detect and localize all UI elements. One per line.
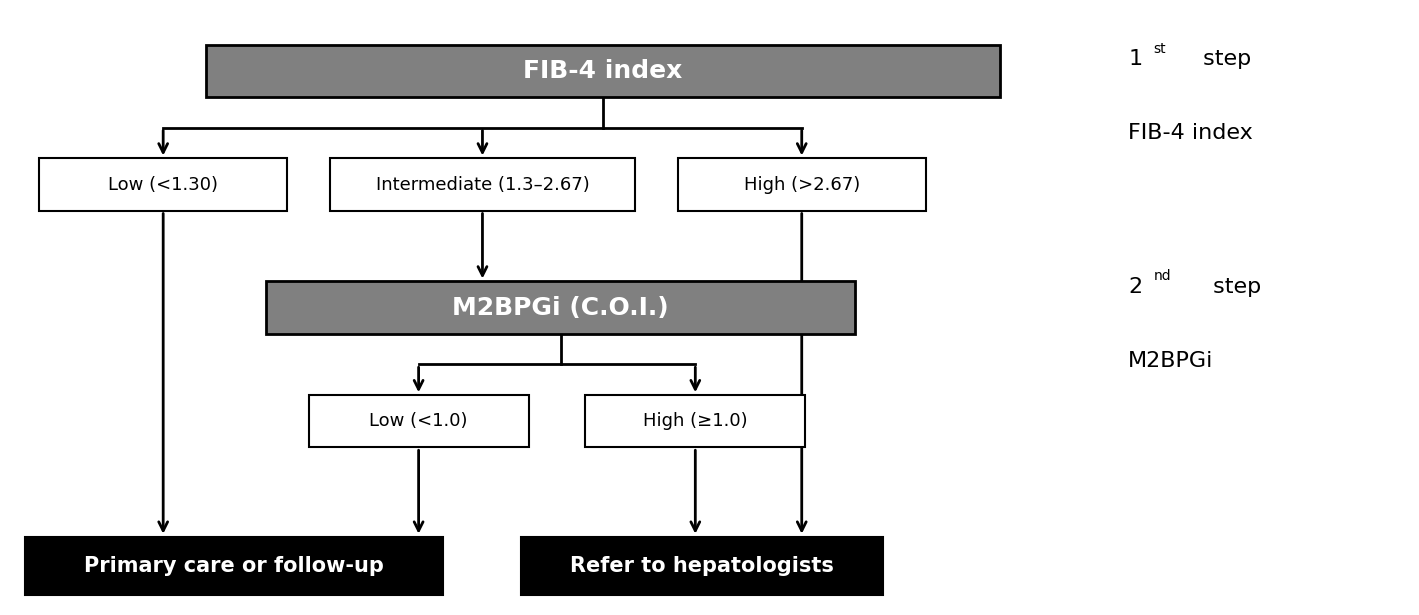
Bar xyxy=(308,395,528,448)
Text: nd: nd xyxy=(1154,269,1171,284)
Text: M2BPGi (C.O.I.): M2BPGi (C.O.I.) xyxy=(453,295,668,320)
Bar xyxy=(26,536,443,595)
Text: High (>2.67): High (>2.67) xyxy=(744,175,860,194)
Text: 2: 2 xyxy=(1128,277,1142,297)
Bar xyxy=(40,159,287,210)
Text: FIB-4 index: FIB-4 index xyxy=(1128,123,1253,143)
Bar xyxy=(677,159,925,210)
Text: Low (<1.0): Low (<1.0) xyxy=(369,412,468,430)
Text: step: step xyxy=(1206,277,1261,297)
Text: Low (<1.30): Low (<1.30) xyxy=(108,175,219,194)
Text: step: step xyxy=(1196,49,1252,69)
Text: 1: 1 xyxy=(1128,49,1142,69)
Text: High (≥1.0): High (≥1.0) xyxy=(643,412,748,430)
Bar xyxy=(267,282,856,333)
Text: Intermediate (1.3–2.67): Intermediate (1.3–2.67) xyxy=(376,175,589,194)
Bar xyxy=(331,159,636,210)
Text: Refer to hepatologists: Refer to hepatologists xyxy=(570,556,834,576)
Text: st: st xyxy=(1154,42,1166,56)
Bar xyxy=(585,395,806,448)
Bar xyxy=(206,45,1000,97)
Text: M2BPGi: M2BPGi xyxy=(1128,351,1213,371)
Text: FIB-4 index: FIB-4 index xyxy=(524,58,683,83)
Bar xyxy=(522,536,883,595)
Text: Primary care or follow-up: Primary care or follow-up xyxy=(84,556,385,576)
